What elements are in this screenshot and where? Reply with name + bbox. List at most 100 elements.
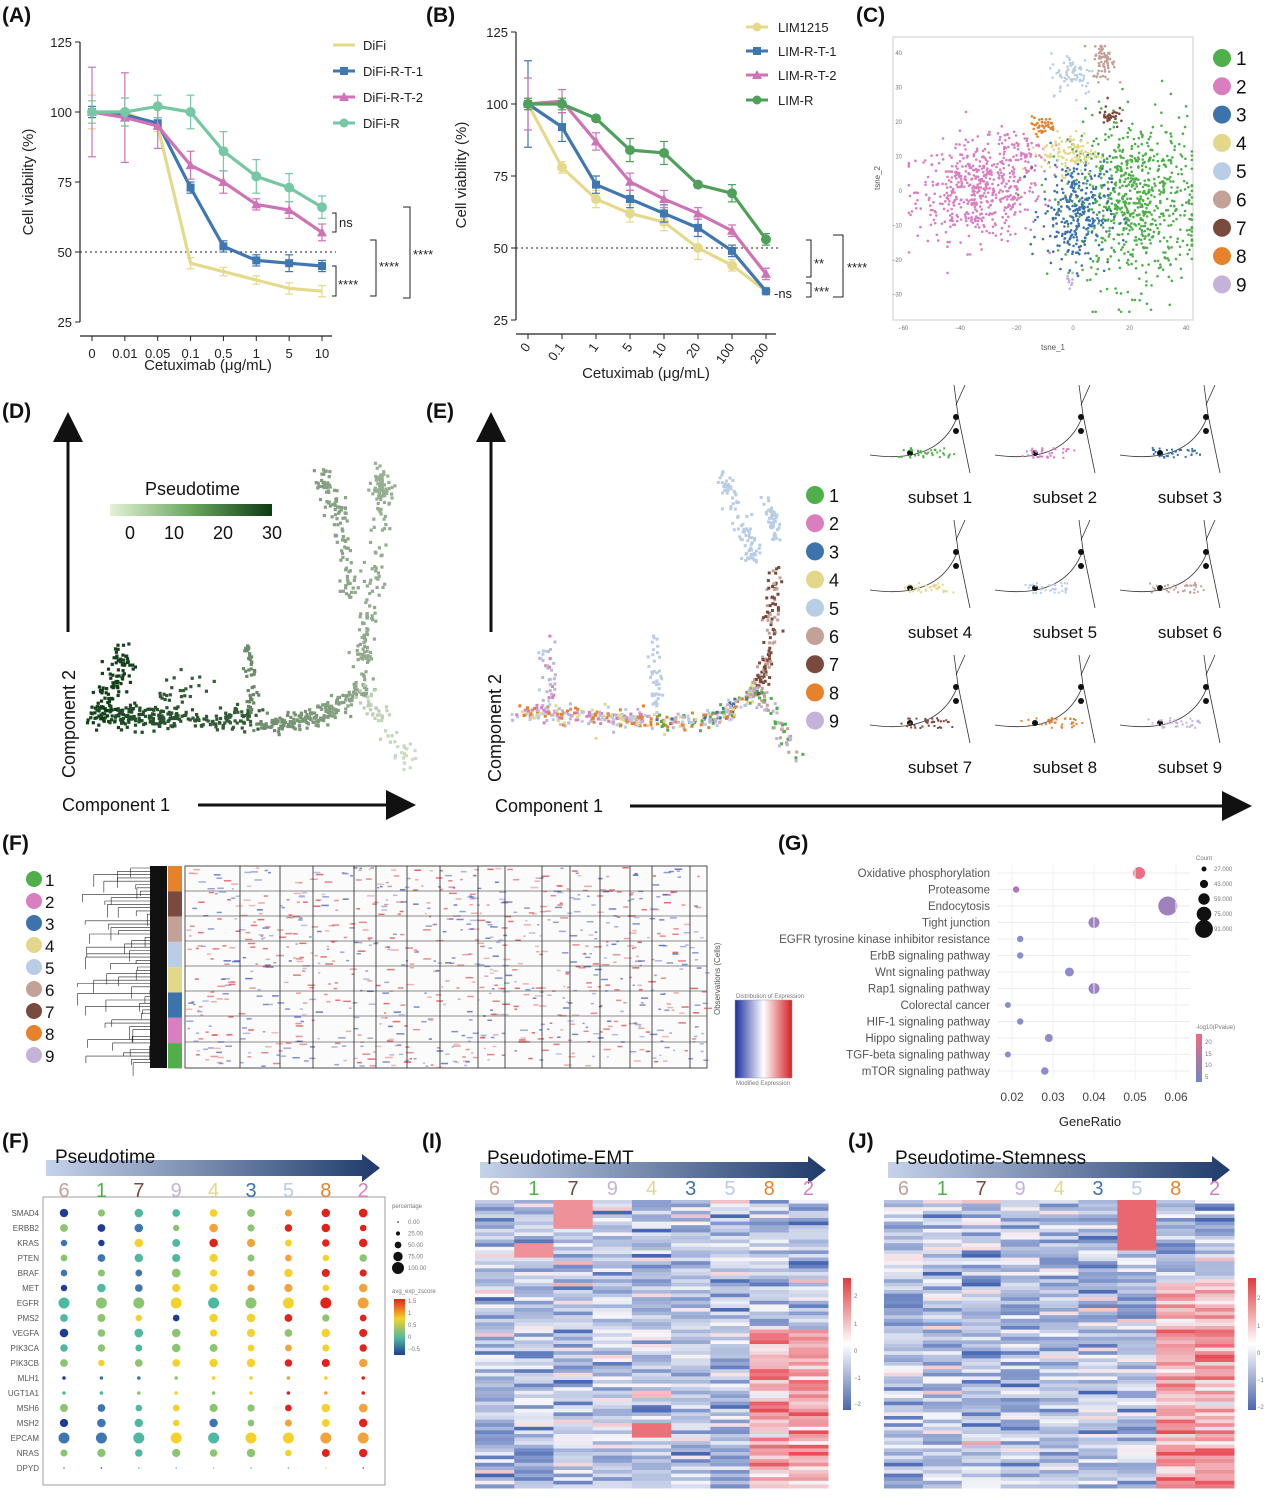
chart-c-point	[1107, 188, 1110, 191]
chart-e-point	[750, 536, 753, 539]
chart-c-point	[1086, 82, 1089, 85]
chart-e-point	[740, 557, 743, 560]
chart-c-point	[1022, 167, 1025, 170]
chart-d-point	[249, 694, 252, 697]
chart-d-point	[359, 615, 362, 618]
heatmap-cell	[242, 1027, 247, 1029]
heatmap-cell	[248, 1029, 254, 1031]
legend-label-difi-r-t-1: DiFi-R-T-1	[363, 64, 423, 79]
subset-trajectory	[1083, 415, 1095, 473]
chart-e-point	[760, 691, 763, 694]
heatmap-cell	[277, 1002, 284, 1004]
chart-c-point	[1083, 243, 1086, 246]
chart-d-point	[409, 742, 412, 745]
legend-label-lim-r: LIM-R	[778, 93, 813, 108]
chart-e-point	[624, 726, 627, 729]
subset-point	[939, 726, 941, 728]
subset-point	[1027, 719, 1029, 721]
chart-c-point	[1058, 148, 1061, 151]
subset-point	[1061, 585, 1063, 587]
chart-a-ytick-label: 50	[58, 245, 72, 260]
chart-e-point	[631, 722, 634, 725]
chart-c-point	[1080, 161, 1083, 164]
chart-c-point	[1116, 206, 1119, 209]
chart-d-point	[257, 694, 260, 697]
chart-d-point	[112, 684, 115, 687]
chart-c-point	[1113, 190, 1116, 193]
chart-d-point	[100, 691, 103, 694]
heatmap-cell	[685, 944, 688, 946]
chart-c-point	[1048, 118, 1051, 121]
chart-c-point	[909, 195, 912, 198]
heatmap-cell	[542, 876, 550, 878]
subset-point	[921, 726, 923, 728]
heatmap-cell	[593, 963, 599, 965]
chart-d-point	[362, 634, 365, 637]
chart-c-point	[1085, 92, 1088, 95]
chart-d-point	[115, 661, 118, 664]
chart-d-point	[383, 583, 386, 586]
subset-point	[1195, 584, 1197, 586]
chart-c-point	[1053, 94, 1056, 97]
chart-d-point	[363, 651, 366, 654]
subset-point	[1065, 592, 1067, 594]
heatmap-cell	[209, 892, 214, 894]
chart-c-point	[1068, 238, 1071, 241]
legend-swatch-cluster-7	[1213, 219, 1231, 237]
chart-c-point	[1081, 269, 1084, 272]
chart-e-point	[707, 712, 710, 715]
subset-trajectory	[956, 520, 965, 540]
chart-e-point	[658, 714, 661, 717]
chart-c-point	[908, 165, 911, 168]
subset-point	[1045, 589, 1047, 591]
chart-d-point	[388, 713, 391, 716]
heatmap-cell	[216, 1052, 222, 1054]
chart-c-point	[992, 232, 995, 235]
chart-d-point	[359, 701, 362, 704]
subset-trajectory	[870, 385, 958, 457]
chart-c-point	[1098, 62, 1101, 65]
legend-swatch-cluster-2	[1213, 77, 1231, 95]
chart-c-point	[1128, 229, 1131, 232]
legend-label-cluster-1: 1	[45, 871, 54, 890]
chart-d-point	[228, 713, 231, 716]
heatmap-cell	[695, 1004, 701, 1006]
chart-c-point	[1130, 147, 1133, 150]
chart-e-point	[753, 537, 756, 540]
chart-c-point	[1160, 124, 1163, 127]
chart-f-heatmap	[168, 866, 712, 1068]
chart-e-point	[552, 718, 555, 721]
subset-point	[943, 591, 945, 593]
chart-e-point	[651, 653, 654, 656]
chart-c-point	[1070, 284, 1073, 287]
chart-d-point	[180, 668, 183, 671]
chart-e-point	[731, 522, 734, 525]
chart-c-point	[986, 201, 989, 204]
chart-e-point	[734, 700, 737, 703]
chart-d-point	[247, 689, 250, 692]
chart-c-point	[1032, 146, 1035, 149]
legend-label-cluster-4: 4	[45, 937, 54, 956]
chart-c-point	[929, 204, 932, 207]
chart-b-xtick-label: 200	[747, 340, 772, 366]
heatmap-cell	[354, 942, 358, 944]
chart-c-point	[1191, 244, 1194, 247]
chart-c-point	[1120, 292, 1123, 295]
chart-c-point	[1179, 253, 1182, 256]
chart-c-point	[963, 185, 966, 188]
chart-d-point	[385, 705, 388, 708]
chart-c-point	[1130, 170, 1133, 173]
chart-c-point	[1044, 212, 1047, 215]
chart-e-point	[651, 673, 654, 676]
chart-e-point	[540, 657, 543, 660]
chart-c-point	[1012, 180, 1015, 183]
chart-c-point	[1144, 230, 1147, 233]
chart-d-point	[342, 590, 345, 593]
chart-c-point	[1003, 167, 1006, 170]
chart-d-point	[379, 479, 382, 482]
chart-c-point	[1030, 182, 1033, 185]
chart-e-point	[635, 718, 638, 721]
chart-e-point	[546, 664, 549, 667]
